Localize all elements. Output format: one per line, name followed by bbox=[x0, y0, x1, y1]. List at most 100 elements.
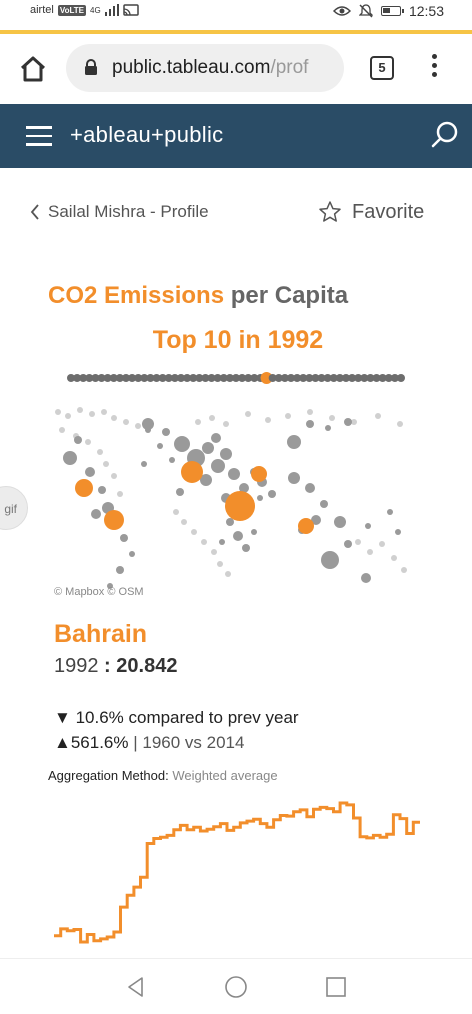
slider-year-dot[interactable] bbox=[146, 374, 155, 382]
data-point-2004[interactable] bbox=[348, 803, 352, 807]
slider-year-dot[interactable] bbox=[354, 374, 363, 382]
slider-year-dot[interactable] bbox=[170, 374, 179, 382]
data-point-1981[interactable] bbox=[195, 825, 199, 829]
data-point-1988[interactable] bbox=[242, 821, 246, 825]
slider-year-dot[interactable] bbox=[274, 374, 283, 382]
data-point-1998[interactable] bbox=[308, 815, 312, 819]
slider-year-dot[interactable] bbox=[67, 374, 75, 382]
tableau-public-logo[interactable]: +ableau+public bbox=[70, 122, 224, 147]
slider-year-dot[interactable] bbox=[335, 374, 344, 382]
slider-year-dot[interactable] bbox=[348, 374, 357, 382]
data-point-2003[interactable] bbox=[342, 801, 346, 805]
slider-year-dot[interactable] bbox=[238, 374, 247, 382]
data-point-2002[interactable] bbox=[335, 810, 339, 814]
nav-home-icon[interactable] bbox=[224, 975, 248, 999]
tab-switcher-button[interactable]: 5 bbox=[370, 56, 394, 80]
slider-year-dot[interactable] bbox=[366, 374, 375, 382]
slider-year-dot[interactable] bbox=[140, 374, 149, 382]
data-point-1969[interactable] bbox=[115, 930, 119, 934]
data-point-2008[interactable] bbox=[375, 833, 379, 837]
slider-thumb[interactable] bbox=[260, 372, 273, 384]
slider-year-dot[interactable] bbox=[128, 374, 137, 382]
slider-year-dot[interactable] bbox=[232, 374, 240, 382]
slider-year-dot[interactable] bbox=[91, 374, 100, 382]
slider-year-dot[interactable] bbox=[293, 374, 302, 382]
data-point-1966[interactable] bbox=[95, 939, 99, 943]
nav-back-icon[interactable] bbox=[124, 975, 148, 999]
data-point-1994[interactable] bbox=[282, 814, 286, 818]
data-point-2005[interactable] bbox=[355, 816, 359, 820]
data-point-1991[interactable] bbox=[262, 822, 266, 826]
data-point-2001[interactable] bbox=[328, 807, 332, 811]
slider-year-dot[interactable] bbox=[342, 374, 350, 382]
slider-year-dot[interactable] bbox=[384, 374, 393, 382]
slider-year-dot[interactable] bbox=[122, 374, 130, 382]
data-point-1979[interactable] bbox=[182, 823, 186, 827]
slider-year-dot[interactable] bbox=[164, 374, 173, 382]
nav-recents-icon[interactable] bbox=[325, 976, 347, 998]
data-point-2012[interactable] bbox=[401, 817, 405, 821]
slider-year-dot[interactable] bbox=[183, 374, 192, 382]
emissions-step-chart[interactable] bbox=[48, 795, 428, 950]
data-point-1989[interactable] bbox=[248, 819, 252, 823]
hamburger-icon[interactable] bbox=[26, 126, 52, 146]
slider-year-dot[interactable] bbox=[109, 374, 118, 382]
slider-year-dot[interactable] bbox=[85, 374, 94, 382]
data-point-1992[interactable] bbox=[268, 825, 272, 829]
search-icon[interactable] bbox=[430, 120, 460, 150]
data-point-2010[interactable] bbox=[388, 832, 392, 836]
data-point-2000[interactable] bbox=[322, 805, 326, 809]
data-point-1965[interactable] bbox=[89, 933, 93, 937]
data-point-1996[interactable] bbox=[295, 810, 299, 814]
data-point-1987[interactable] bbox=[235, 825, 239, 829]
slider-year-dot[interactable] bbox=[103, 374, 112, 382]
data-point-1968[interactable] bbox=[109, 935, 113, 939]
slider-year-dot[interactable] bbox=[287, 374, 295, 382]
data-point-1984[interactable] bbox=[215, 825, 219, 829]
slider-year-dot[interactable] bbox=[207, 374, 216, 382]
slider-year-dot[interactable] bbox=[79, 374, 88, 382]
home-icon[interactable] bbox=[18, 54, 48, 84]
slider-year-dot[interactable] bbox=[219, 374, 228, 382]
slider-year-dot[interactable] bbox=[213, 374, 222, 382]
slider-year-dot[interactable] bbox=[280, 374, 289, 382]
back-to-profile-link[interactable]: Sailal Mishra - Profile bbox=[30, 202, 209, 222]
data-point-1970[interactable] bbox=[122, 905, 126, 909]
data-point-1980[interactable] bbox=[188, 828, 192, 832]
data-point-1997[interactable] bbox=[302, 808, 306, 812]
slider-year-dot[interactable] bbox=[244, 374, 253, 382]
slider-year-dot[interactable] bbox=[360, 374, 369, 382]
slider-year-dot[interactable] bbox=[311, 374, 320, 382]
slider-year-dot[interactable] bbox=[378, 374, 387, 382]
data-point-2013[interactable] bbox=[408, 832, 412, 836]
slider-year-dot[interactable] bbox=[158, 374, 167, 382]
data-point-1960[interactable] bbox=[55, 934, 59, 938]
map-credit[interactable]: © Mapbox © OSM bbox=[54, 586, 144, 598]
slider-year-dot[interactable] bbox=[73, 374, 82, 382]
slider-year-dot[interactable] bbox=[195, 374, 204, 382]
slider-year-dot[interactable] bbox=[152, 374, 161, 382]
data-point-1993[interactable] bbox=[275, 818, 279, 822]
data-point-1985[interactable] bbox=[222, 822, 226, 826]
more-vert-icon[interactable] bbox=[426, 54, 442, 84]
slider-year-dot[interactable] bbox=[115, 374, 124, 382]
data-point-1976[interactable] bbox=[162, 835, 166, 839]
slider-year-dot[interactable] bbox=[268, 374, 277, 382]
data-point-1986[interactable] bbox=[228, 828, 232, 832]
year-slider[interactable] bbox=[66, 370, 406, 386]
data-point-1982[interactable] bbox=[202, 829, 206, 833]
slider-year-dot[interactable] bbox=[397, 374, 405, 382]
slider-year-dot[interactable] bbox=[305, 374, 314, 382]
url-bar[interactable]: public.tableau.com/prof bbox=[66, 44, 344, 92]
slider-year-dot[interactable] bbox=[372, 374, 381, 382]
data-point-2011[interactable] bbox=[395, 813, 399, 817]
data-point-1975[interactable] bbox=[155, 837, 159, 841]
data-point-1974[interactable] bbox=[149, 842, 153, 846]
data-point-1977[interactable] bbox=[169, 833, 173, 837]
slider-year-dot[interactable] bbox=[329, 374, 338, 382]
slider-year-dot[interactable] bbox=[225, 374, 234, 382]
data-point-1983[interactable] bbox=[208, 827, 212, 831]
data-point-2014[interactable] bbox=[415, 820, 419, 824]
gif-button[interactable]: gif bbox=[0, 486, 28, 530]
data-point-1995[interactable] bbox=[288, 814, 292, 818]
